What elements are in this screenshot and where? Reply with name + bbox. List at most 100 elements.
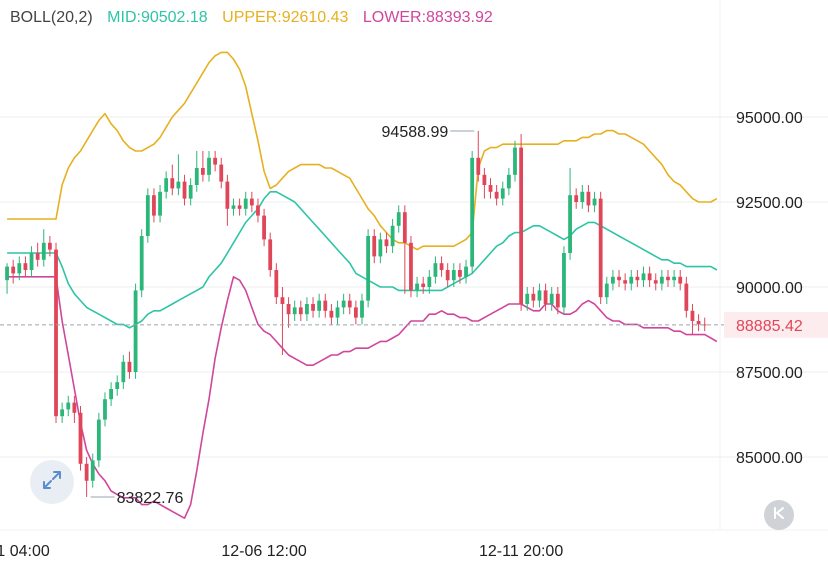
candle-up [366,236,371,301]
candle-up [60,409,65,417]
candle-down [488,185,493,192]
candle-up [243,198,248,209]
legend-mid: MID:90502.18 [107,9,208,26]
candle-down [409,242,413,291]
current-price-badge [724,311,828,338]
candle-up [164,178,169,192]
candle-down [268,239,273,270]
candle-down [402,212,407,243]
candle-down [598,198,603,298]
candle-down [421,283,426,287]
y-tick-label: 95000.00 [736,110,803,127]
candle-down [647,273,652,281]
candle-down [152,195,156,216]
y-tick-label: 92500.00 [736,195,803,212]
candle-down [170,178,175,189]
low-annotation-label: 83822.76 [117,490,184,507]
boll-upper-line [7,51,718,251]
candle-down [84,463,89,481]
candle-up [525,293,530,304]
candle-down [519,147,524,304]
candle-up [188,185,193,199]
candle-up [305,304,309,315]
candle-up [500,188,505,199]
candle-up [115,382,120,389]
candle-up [464,266,468,277]
candle-down [678,276,683,284]
candle-up [121,361,126,383]
candle-down [182,181,187,199]
candle-down [543,290,548,304]
candle-down [494,191,499,199]
x-tick-label: 12-01 04:00 [0,543,50,560]
candle-up [396,212,401,226]
candle-up [562,253,566,308]
candle-down [72,402,77,413]
expand-icon [41,469,63,496]
candle-up [506,174,511,189]
candle-up [451,270,456,281]
candle-down [54,249,58,417]
candle-down [384,239,389,247]
candle-down [237,205,242,209]
scroll-to-latest-button[interactable] [764,500,794,530]
candle-down [249,198,254,206]
candle-up [641,273,646,281]
expand-button[interactable] [30,460,74,504]
candle-up [592,198,597,206]
candle-up [133,290,138,372]
candle-up [360,300,364,318]
candle-down [690,310,695,321]
candle-down [347,300,352,308]
candle-down [617,276,621,281]
candle-up [604,283,609,298]
legend-lower: LOWER:88393.92 [362,9,493,26]
candle-up [292,307,297,315]
candle-up [145,195,150,236]
boll-legend: BOLL(20,2) MID:90502.18 UPPER:92610.43 L… [10,9,503,27]
boll-lower-line [7,275,718,520]
candle-up [90,460,95,481]
candle-up [5,266,9,281]
candle-up [17,263,22,274]
candle-down [445,270,450,281]
candle-up [158,191,162,216]
candle-down [476,157,481,175]
candle-up [629,276,634,284]
candle-down [48,242,52,250]
candle-down [482,174,487,185]
y-tick-label: 85000.00 [736,450,803,467]
candle-up [207,157,211,175]
candle-up [66,402,71,410]
legend-upper: UPPER:92610.43 [222,9,349,26]
candle-up [139,236,144,291]
candle-down [213,157,218,165]
candle-up [580,191,585,202]
candle-down [23,263,28,270]
candle-down [696,321,701,325]
candle-down [127,361,132,372]
candle-up [176,181,181,189]
candle-up [341,300,346,308]
candle-down [262,215,266,240]
candle-down [219,164,224,182]
candle-up [672,276,676,281]
candle-down [586,191,591,206]
candle-up [231,205,236,209]
candle-up [41,242,46,260]
candle-down [256,205,260,216]
candle-down [78,412,83,464]
candle-down [286,304,291,315]
candle-down [635,276,640,281]
candle-up [335,307,340,318]
candle-down [439,263,444,270]
candle-down [372,236,377,257]
candle-down [653,280,658,284]
candle-down [200,168,205,175]
candle-down [666,276,670,281]
candle-up [317,300,322,311]
candle-up [194,168,199,185]
candle-up [378,239,383,257]
candle-up [611,276,615,284]
